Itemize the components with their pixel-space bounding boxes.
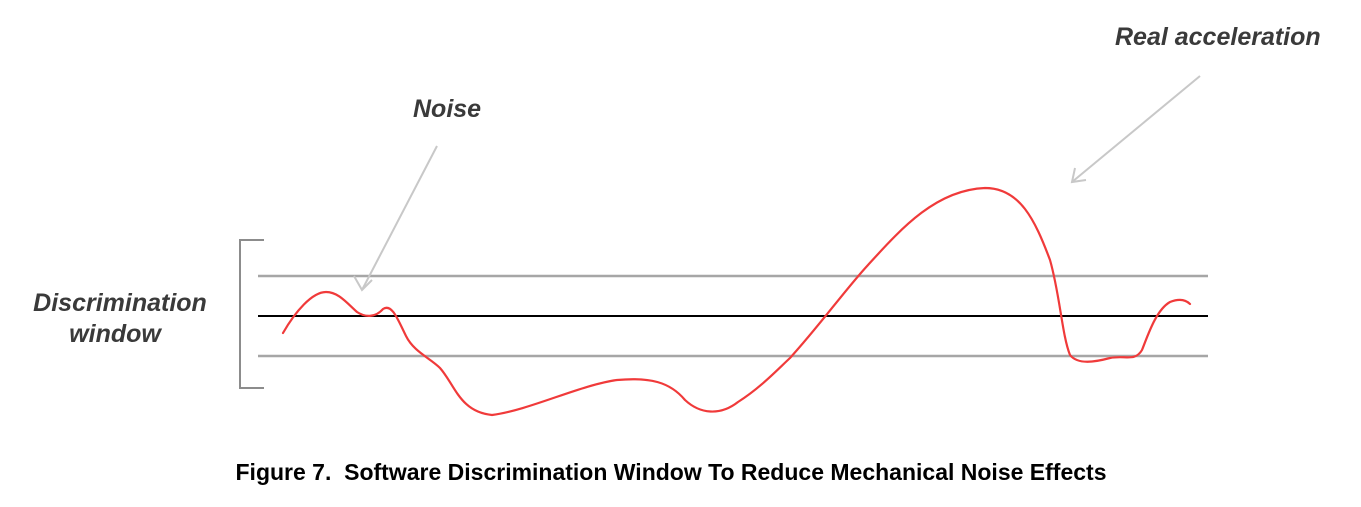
real-acceleration-label: Real acceleration <box>1115 23 1321 51</box>
noise-arrow <box>353 145 438 292</box>
discrimination-bracket <box>239 239 264 389</box>
acceleration-signal-curve <box>281 186 1192 417</box>
figure-caption: Figure 7. Software Discrimination Window… <box>236 459 1107 485</box>
discrimination-window-label-line2: window <box>69 320 162 348</box>
discrimination-window-label-line1: Discrimination <box>33 289 207 317</box>
noise-label: Noise <box>413 95 481 123</box>
real-acceleration-arrow <box>1070 75 1201 184</box>
